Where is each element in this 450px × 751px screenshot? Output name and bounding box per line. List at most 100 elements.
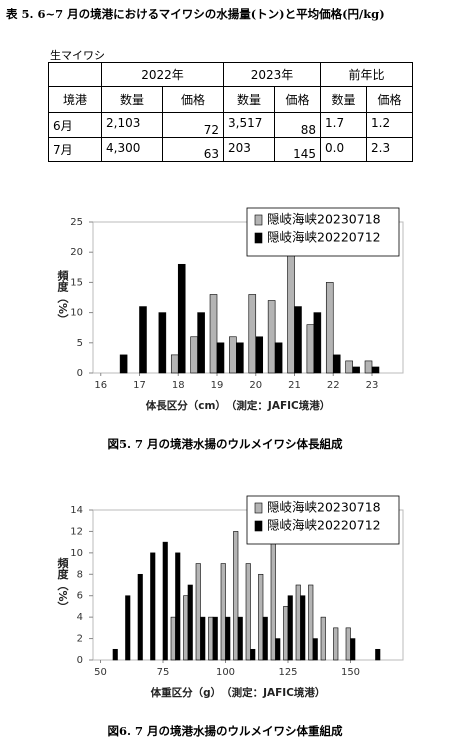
cell: 1.7: [320, 112, 367, 138]
y-tick-label: 4: [77, 612, 83, 623]
x-tick-label: 100: [216, 667, 235, 678]
bar: [255, 336, 264, 374]
x-tick-label: 19: [211, 380, 224, 391]
bar: [187, 584, 193, 661]
y-tick-label: 20: [70, 247, 83, 258]
page-title: 表 5. 6~7 月の境港におけるマイワシの水揚量(トン)と平均価格(円/kg): [6, 7, 385, 21]
bar: [209, 294, 218, 374]
bar: [275, 638, 281, 661]
bar: [294, 306, 302, 374]
bar: [287, 595, 293, 661]
bar: [375, 648, 381, 661]
legend-label: 隠岐海峡20220712: [267, 230, 381, 245]
bar: [325, 282, 334, 374]
y-tick-label: 12: [70, 526, 83, 537]
table-label: 生マイワシ: [50, 49, 105, 62]
x-tick-label: 50: [94, 667, 107, 678]
bar: [333, 627, 339, 661]
bar: [229, 336, 237, 374]
bar: [183, 595, 189, 661]
cell: 4,300: [101, 137, 163, 162]
bar: [308, 584, 314, 661]
bar: [170, 354, 179, 374]
x-tick-label: 16: [94, 380, 107, 391]
legend-label: 隠岐海峡20230718: [267, 212, 381, 227]
legend-swatch: [254, 214, 263, 226]
bar: [190, 336, 198, 374]
bar: [295, 584, 301, 661]
bar: [283, 606, 289, 661]
bar: [237, 616, 243, 661]
legend-swatch: [254, 520, 263, 532]
bar: [125, 595, 131, 661]
bar: [220, 563, 226, 661]
cell: 88: [274, 112, 321, 138]
bar: [208, 616, 214, 661]
bar: [245, 563, 251, 661]
row-header: 境港: [48, 86, 102, 113]
x-tick-label: 18: [172, 380, 185, 391]
bar: [287, 251, 295, 374]
bar: [158, 312, 167, 374]
bar: [137, 573, 143, 661]
y-tick-label: 25: [70, 217, 83, 228]
subheader: 数量: [320, 86, 367, 113]
subheader: 数量: [223, 86, 275, 113]
bar: [274, 342, 283, 374]
bar: [320, 616, 326, 661]
cell: 3,517: [223, 112, 275, 138]
y-tick-label: 15: [70, 277, 83, 288]
legend-swatch: [254, 502, 263, 514]
x-tick-label: 125: [278, 667, 297, 678]
y-axis-label: 頻度（%）: [56, 269, 70, 325]
subheader: 価格: [162, 86, 224, 113]
cell: 72: [162, 112, 224, 138]
bar: [233, 531, 239, 661]
bar: [236, 342, 244, 374]
x-axis-label: 体長区分（cm） （測定：JAFIC境港）: [146, 399, 330, 412]
bar: [258, 573, 264, 661]
legend-swatch: [254, 232, 263, 244]
bar: [345, 627, 351, 661]
y-tick-label: 10: [70, 308, 83, 319]
bar: [197, 312, 205, 374]
y-tick-label: 6: [77, 591, 83, 602]
bar: [250, 648, 256, 661]
x-tick-label: 23: [366, 380, 379, 391]
bar: [352, 366, 360, 374]
x-axis-label: 体重区分（g） （測定：JAFIC境港）: [151, 686, 326, 699]
bar: [371, 366, 380, 374]
bar: [306, 324, 315, 374]
bar: [332, 354, 341, 374]
y-tick-label: 5: [77, 338, 83, 349]
x-tick-label: 22: [327, 380, 340, 391]
row-label: 6月: [48, 112, 102, 138]
subheader: 価格: [366, 86, 413, 113]
cell: 2,103: [101, 112, 163, 138]
cell: 63: [162, 137, 224, 162]
bar: [212, 616, 218, 661]
x-tick-label: 17: [133, 380, 146, 391]
x-tick-label: 20: [249, 380, 262, 391]
bar: [177, 263, 186, 374]
subheader: 数量: [101, 86, 163, 113]
data-table: 2022年 2023年 前年比 境港 数量 価格 数量 価格 数量 価格 6月 2…: [48, 62, 413, 162]
legend-box: [246, 207, 400, 257]
bar: [262, 616, 268, 661]
bar: [170, 616, 176, 661]
cell: [48, 62, 102, 87]
bar: [267, 300, 276, 374]
cell: 1.2: [366, 112, 413, 138]
bar: [162, 541, 168, 661]
bar: [225, 616, 231, 661]
legend-label: 隠岐海峡20220712: [267, 518, 381, 533]
bar: [270, 531, 276, 661]
figure-caption: 図6. 7 月の境港水揚のウルメイワシ体重組成: [107, 724, 343, 738]
legend-box: [246, 495, 400, 545]
y-tick-label: 10: [70, 548, 83, 559]
bar: [112, 648, 118, 661]
group-header: 前年比: [320, 62, 413, 87]
bar: [119, 354, 128, 374]
bar: [300, 595, 306, 661]
